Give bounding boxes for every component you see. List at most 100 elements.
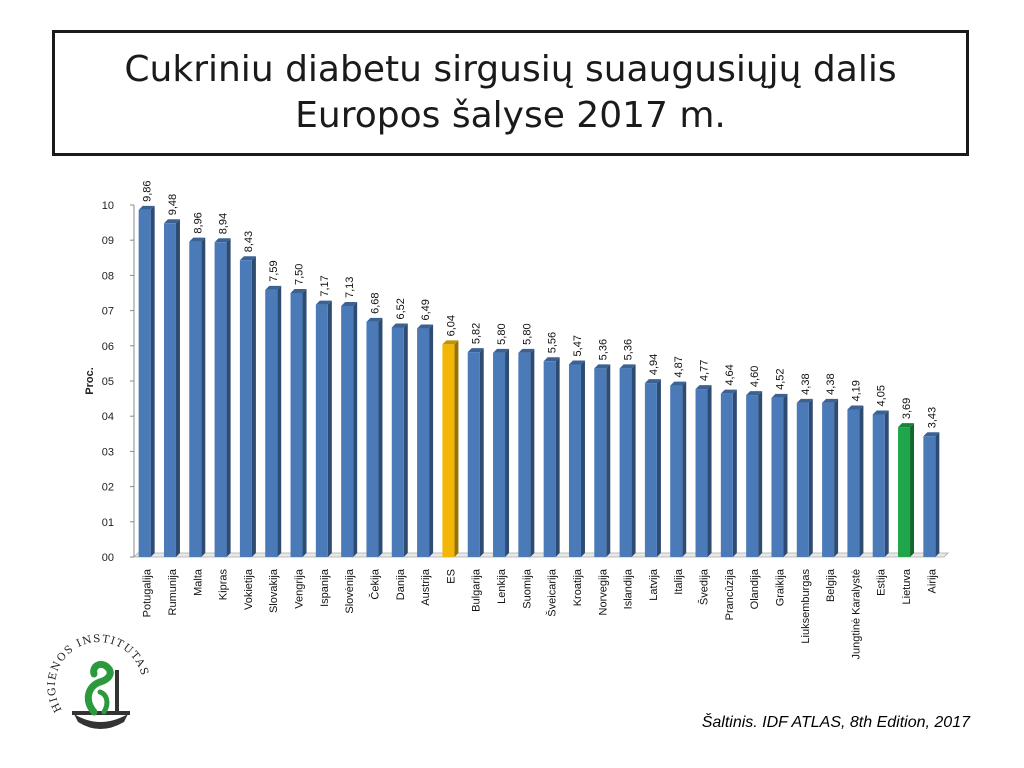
bar-value-label: 4,05 xyxy=(876,385,888,406)
bar-value-label: 8,43 xyxy=(243,231,255,252)
bar-front xyxy=(417,328,430,557)
x-tick-label: Čekija xyxy=(368,568,381,599)
bar xyxy=(923,432,940,557)
bar-front xyxy=(518,352,531,557)
y-tick-label: 05 xyxy=(102,376,114,388)
bar-top xyxy=(391,323,408,328)
bar-side xyxy=(226,238,231,557)
bar xyxy=(467,348,484,557)
bar-value-label: 7,59 xyxy=(268,260,280,281)
bar xyxy=(163,219,180,557)
bar xyxy=(391,323,408,557)
y-tick-label: 04 xyxy=(102,411,114,423)
bar-top xyxy=(543,357,560,362)
bar-side xyxy=(429,324,434,557)
x-tick-label: Liuksemburgas xyxy=(800,569,812,644)
bar-front xyxy=(923,436,936,557)
bar-front xyxy=(189,241,202,557)
x-tick-label: Lietuva xyxy=(901,568,913,604)
bar-top xyxy=(417,324,434,329)
bar-side xyxy=(935,432,940,557)
y-tick-label: 08 xyxy=(102,270,114,282)
bar-top xyxy=(923,432,940,437)
bar-value-label: 4,60 xyxy=(749,366,761,387)
bar-value-label: 4,64 xyxy=(724,364,736,385)
bar-front xyxy=(594,368,607,557)
bar-side xyxy=(378,317,383,557)
bar-front xyxy=(746,395,759,557)
x-tick-label: Slovakija xyxy=(268,568,280,613)
bar-top xyxy=(822,398,839,403)
x-tick-label: Graikija xyxy=(774,568,786,606)
y-tick-label: 02 xyxy=(102,482,114,494)
x-tick-label: Lenkija xyxy=(496,568,508,604)
bar-value-label: 4,38 xyxy=(825,373,837,394)
bar-side xyxy=(758,391,763,557)
bar-side xyxy=(175,219,180,557)
x-tick-label: Vokietija xyxy=(243,568,255,610)
bar-top xyxy=(366,317,383,322)
bar-side xyxy=(732,389,737,557)
x-tick-label: Slovėnija xyxy=(344,568,356,614)
bar-value-label: 9,48 xyxy=(167,194,179,215)
bar-top xyxy=(568,360,585,365)
bar-top xyxy=(746,391,763,396)
bar-front xyxy=(568,364,581,557)
bar-top xyxy=(493,348,510,353)
bar-top xyxy=(594,364,611,369)
logo-text: HIGIENOS INSTITUTAS xyxy=(46,633,151,714)
x-tick-label: Norvegija xyxy=(597,568,609,615)
bar-side xyxy=(631,364,636,557)
bar-value-label: 7,50 xyxy=(294,264,306,285)
bar xyxy=(138,205,155,558)
bar-side xyxy=(353,302,358,557)
x-tick-label: Kipras xyxy=(218,569,230,601)
bar-side xyxy=(656,379,661,557)
bar-front xyxy=(290,293,303,557)
bar-side xyxy=(707,385,712,557)
bar xyxy=(417,324,434,557)
x-tick-label: Belgija xyxy=(825,568,837,602)
bar xyxy=(265,285,282,557)
x-tick-label: Latvija xyxy=(648,568,660,601)
bar-top xyxy=(341,302,358,307)
bar-value-label: 3,43 xyxy=(926,407,938,428)
bar-front xyxy=(847,409,860,557)
bar xyxy=(670,381,687,557)
bar-value-label: 6,52 xyxy=(395,298,407,319)
x-tick-label: Švedija xyxy=(698,568,711,605)
bar xyxy=(518,348,535,557)
x-tick-label: Rumunija xyxy=(167,568,179,615)
bar-side xyxy=(834,398,839,557)
bar-value-label: 4,77 xyxy=(699,360,711,381)
bar-value-label: 5,82 xyxy=(471,323,483,344)
chart-title-line-2: Europos šalyse 2017 m. xyxy=(295,95,726,136)
bar-front xyxy=(391,327,404,557)
x-tick-label: Islandija xyxy=(623,568,635,609)
bar-top xyxy=(898,423,915,428)
bar-top xyxy=(214,238,231,243)
bar-top xyxy=(189,237,206,242)
bar-value-label: 5,80 xyxy=(496,323,508,344)
bar xyxy=(543,357,560,557)
bar xyxy=(847,405,864,557)
bar-value-label: 7,17 xyxy=(319,275,331,296)
bar-top xyxy=(847,405,864,410)
bar xyxy=(872,410,889,557)
bar-front xyxy=(265,289,278,557)
bar xyxy=(644,379,661,557)
bar xyxy=(568,360,585,557)
bar-side xyxy=(530,348,535,557)
bar-front xyxy=(872,414,885,557)
y-tick-label: 06 xyxy=(102,341,114,353)
bar-front xyxy=(467,352,480,557)
bar-side xyxy=(327,300,332,557)
bar xyxy=(619,364,636,557)
bar-side xyxy=(682,381,687,557)
bar-value-label: 4,94 xyxy=(648,354,660,375)
bar-top xyxy=(163,219,180,224)
y-tick-label: 10 xyxy=(102,200,114,212)
x-tick-label: Vengrija xyxy=(294,568,306,609)
bar-side xyxy=(277,285,282,557)
bar-front xyxy=(138,209,151,558)
